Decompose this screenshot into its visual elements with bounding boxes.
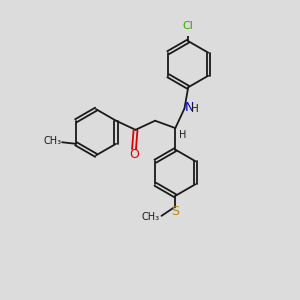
Text: H: H: [191, 104, 199, 114]
Text: S: S: [171, 205, 179, 218]
Text: CH₃: CH₃: [142, 212, 160, 222]
Text: H: H: [179, 130, 187, 140]
Text: CH₃: CH₃: [43, 136, 62, 146]
Text: Cl: Cl: [183, 22, 194, 32]
Text: N: N: [185, 101, 195, 114]
Text: O: O: [129, 148, 139, 161]
